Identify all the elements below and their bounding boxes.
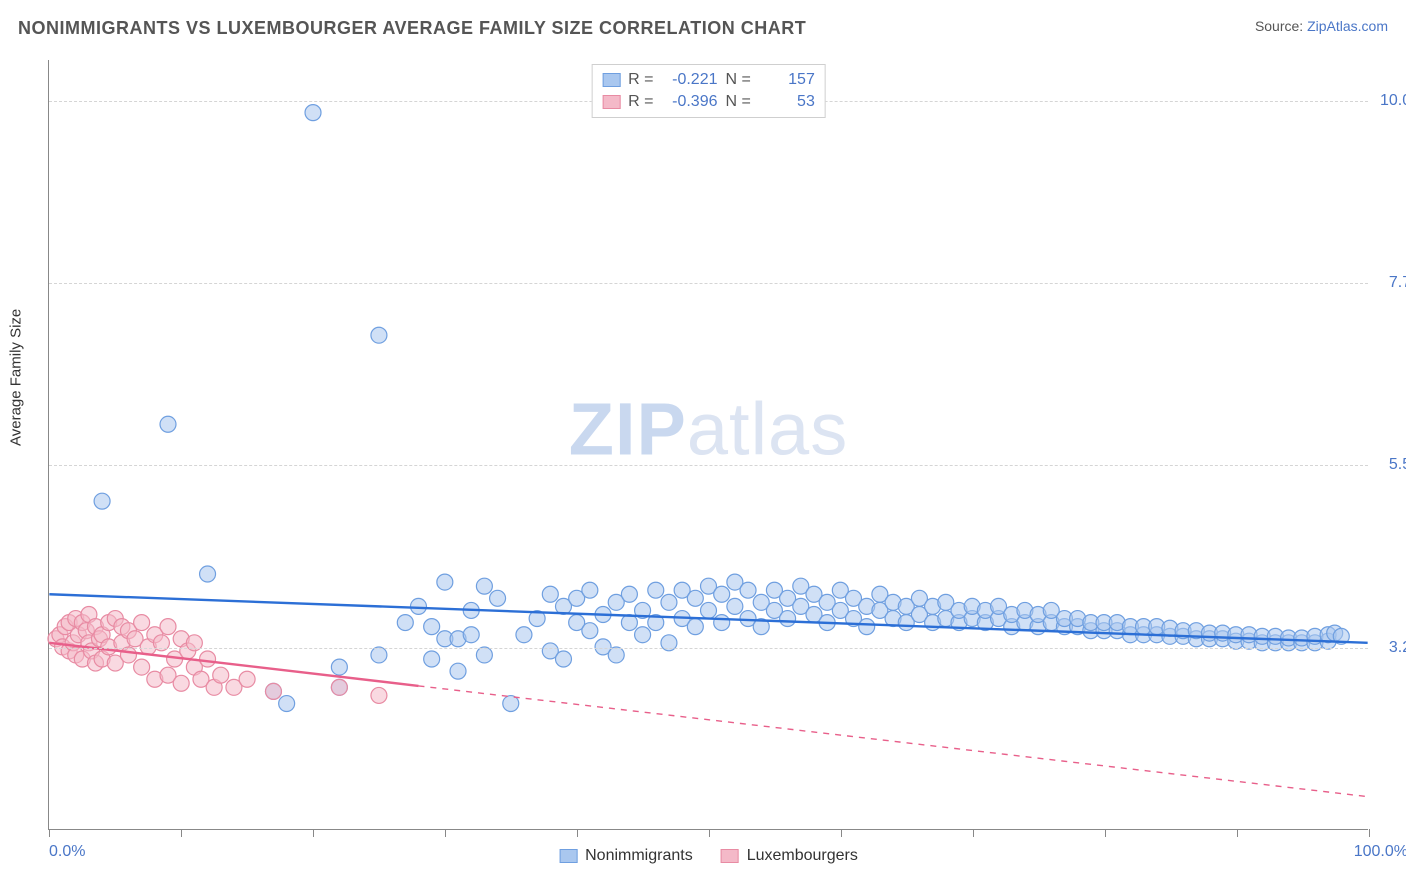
data-point — [134, 615, 150, 631]
data-point — [279, 696, 295, 712]
r-value-1: -0.221 — [662, 71, 718, 89]
data-point — [476, 647, 492, 663]
n-label: N = — [726, 71, 751, 89]
data-point — [331, 679, 347, 695]
data-point — [740, 582, 756, 598]
swatch-series-1 — [559, 849, 577, 863]
legend-item-2: Luxembourgers — [721, 847, 858, 865]
trend-line — [49, 594, 1367, 643]
x-tick — [577, 829, 578, 837]
data-point — [265, 683, 281, 699]
data-point — [542, 586, 558, 602]
data-point — [635, 627, 651, 643]
data-point — [582, 582, 598, 598]
data-point — [687, 590, 703, 606]
data-point — [134, 659, 150, 675]
data-point — [371, 687, 387, 703]
data-point — [200, 566, 216, 582]
x-tick — [1369, 829, 1370, 837]
x-axis-min-label: 0.0% — [49, 843, 85, 861]
data-point — [608, 647, 624, 663]
data-point — [450, 663, 466, 679]
gridline — [49, 283, 1368, 284]
legend-label-2: Luxembourgers — [747, 847, 858, 865]
source-prefix: Source: — [1255, 18, 1307, 34]
r-label: R = — [628, 93, 653, 111]
data-point — [173, 675, 189, 691]
correlation-legend: R = -0.221 N = 157 R = -0.396 N = 53 — [591, 64, 826, 118]
data-point — [714, 615, 730, 631]
data-point — [701, 602, 717, 618]
data-point — [213, 667, 229, 683]
data-point — [555, 651, 571, 667]
data-point — [371, 647, 387, 663]
data-point — [331, 659, 347, 675]
chart-svg — [49, 60, 1368, 829]
data-point — [780, 611, 796, 627]
x-tick — [445, 829, 446, 837]
n-value-1: 157 — [759, 71, 815, 89]
source-attribution: Source: ZipAtlas.com — [1255, 18, 1388, 34]
legend-label-1: Nonimmigrants — [585, 847, 693, 865]
gridline — [49, 648, 1368, 649]
data-point — [410, 598, 426, 614]
data-point — [582, 623, 598, 639]
data-point — [94, 493, 110, 509]
data-point — [160, 619, 176, 635]
chart-header: NONIMMIGRANTS VS LUXEMBOURGER AVERAGE FA… — [0, 0, 1406, 45]
legend-row-1: R = -0.221 N = 157 — [602, 69, 815, 91]
x-tick — [841, 829, 842, 837]
data-point — [661, 594, 677, 610]
data-point — [516, 627, 532, 643]
swatch-series-2 — [602, 95, 620, 109]
r-value-2: -0.396 — [662, 93, 718, 111]
data-point — [490, 590, 506, 606]
x-tick — [49, 829, 50, 837]
legend-row-2: R = -0.396 N = 53 — [602, 91, 815, 113]
data-point — [476, 578, 492, 594]
data-point — [648, 582, 664, 598]
r-label: R = — [628, 71, 653, 89]
data-point — [687, 619, 703, 635]
y-tick-label: 3.25 — [1389, 639, 1406, 657]
y-tick-label: 7.75 — [1389, 274, 1406, 292]
data-point — [727, 598, 743, 614]
data-point — [239, 671, 255, 687]
chart-title: NONIMMIGRANTS VS LUXEMBOURGER AVERAGE FA… — [18, 18, 806, 39]
data-point — [714, 586, 730, 602]
x-tick — [709, 829, 710, 837]
y-axis-label: Average Family Size — [8, 309, 25, 446]
data-point — [371, 327, 387, 343]
data-point — [437, 574, 453, 590]
x-tick — [1237, 829, 1238, 837]
swatch-series-1 — [602, 73, 620, 87]
n-value-2: 53 — [759, 93, 815, 111]
data-point — [424, 619, 440, 635]
plot-area: ZIPatlas R = -0.221 N = 157 R = -0.396 N… — [48, 60, 1368, 830]
legend-item-1: Nonimmigrants — [559, 847, 693, 865]
swatch-series-2 — [721, 849, 739, 863]
y-tick-label: 10.00 — [1380, 92, 1406, 110]
n-label: N = — [726, 93, 751, 111]
data-point — [305, 105, 321, 121]
data-point — [621, 586, 637, 602]
series-legend: Nonimmigrants Luxembourgers — [559, 847, 858, 865]
data-point — [160, 416, 176, 432]
y-tick-label: 5.50 — [1389, 456, 1406, 474]
x-tick — [313, 829, 314, 837]
data-point — [424, 651, 440, 667]
trend-line-extrapolated — [418, 686, 1367, 797]
data-point — [463, 627, 479, 643]
data-point — [200, 651, 216, 667]
x-tick — [181, 829, 182, 837]
x-tick — [1105, 829, 1106, 837]
data-point — [859, 619, 875, 635]
data-point — [120, 647, 136, 663]
source-link[interactable]: ZipAtlas.com — [1307, 18, 1388, 34]
data-point — [397, 615, 413, 631]
gridline — [49, 465, 1368, 466]
x-axis-max-label: 100.0% — [1354, 843, 1406, 861]
x-tick — [973, 829, 974, 837]
